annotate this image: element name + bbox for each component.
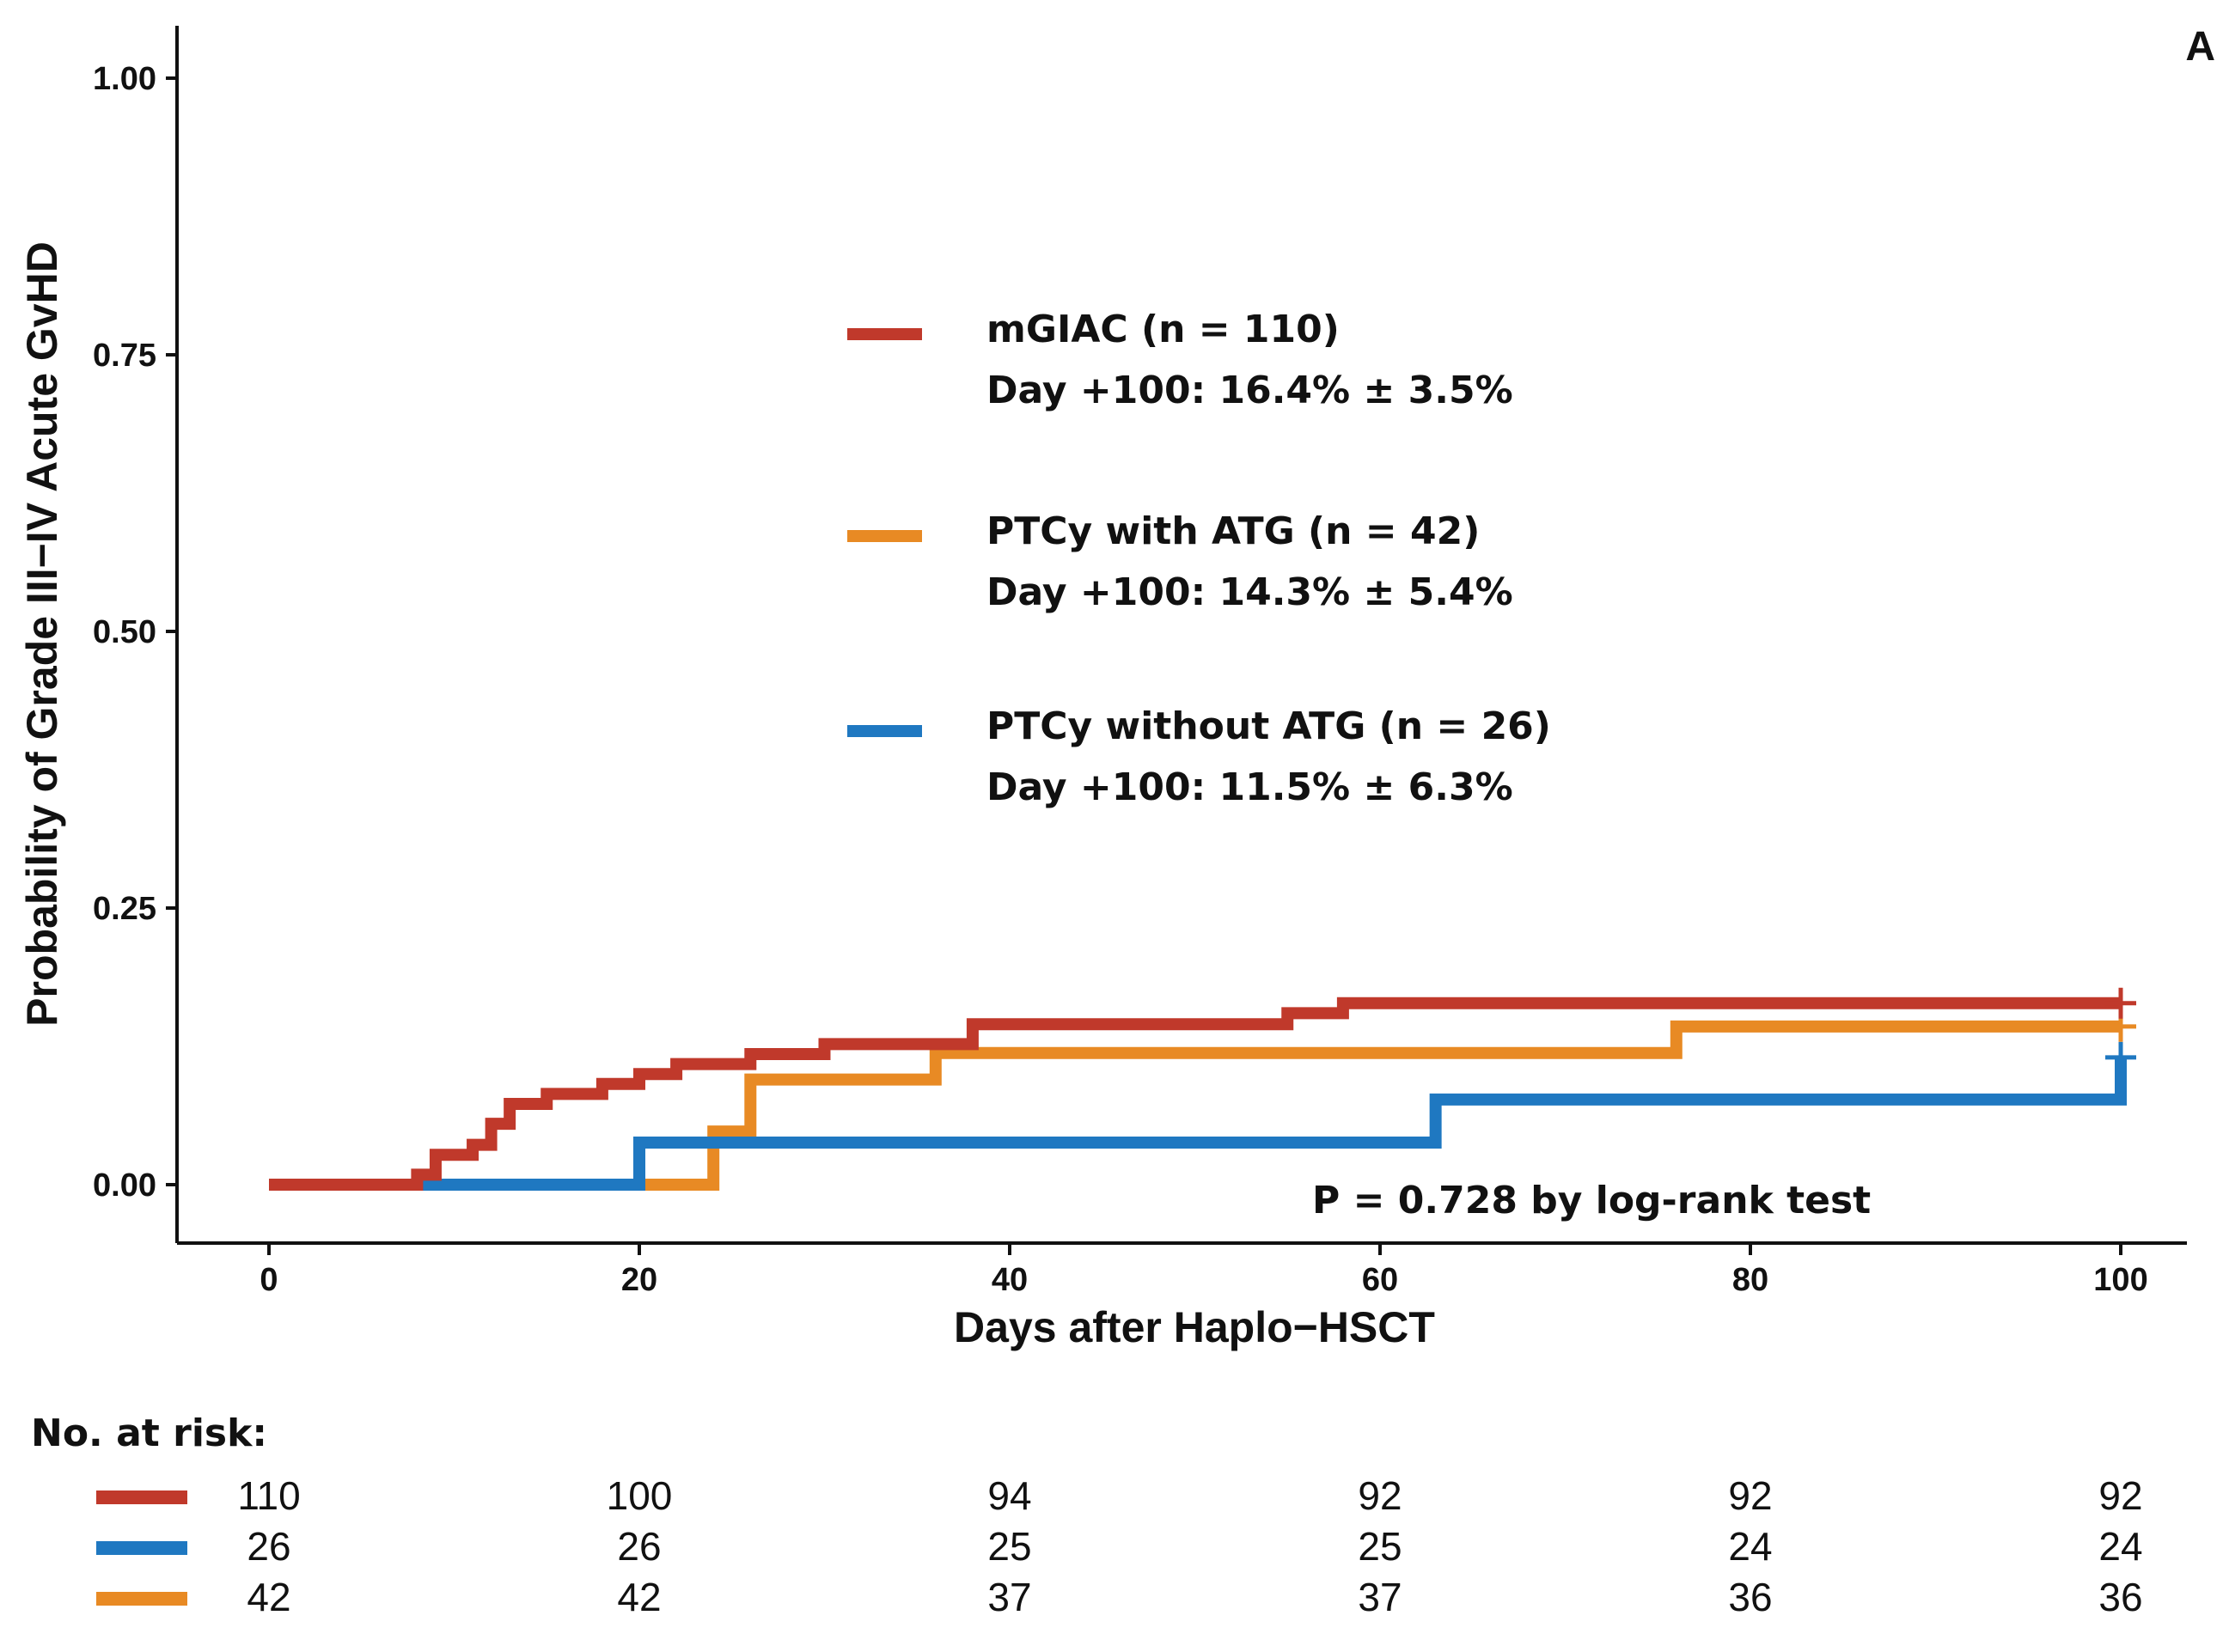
legend-label: PTCy without ATG (n = 26) <box>986 704 1551 748</box>
series-line <box>269 1020 2121 1191</box>
x-ticks: 0 20 40 60 80 100 <box>260 1243 2148 1298</box>
series-line <box>269 1057 2127 1191</box>
risk-count: 92 <box>1728 1473 1772 1518</box>
x-tick-label: 100 <box>2093 1262 2147 1298</box>
risk-count: 37 <box>1358 1575 1402 1619</box>
legend-label: PTCy with ATG (n = 42) <box>986 509 1480 553</box>
series-line <box>269 997 2121 1191</box>
risk-count: 25 <box>987 1524 1031 1569</box>
risk-count: 24 <box>2098 1524 2142 1569</box>
risk-count: 25 <box>1358 1524 1402 1569</box>
legend-label: mGIAC (n = 110) <box>986 308 1340 351</box>
panel-label: A <box>2185 24 2215 70</box>
y-ticks: 0.00 0.25 0.50 0.75 1.00 <box>93 61 177 1204</box>
risk-count: 42 <box>247 1575 290 1619</box>
y-tick-label: 1.00 <box>93 61 156 97</box>
x-tick-label: 40 <box>992 1262 1028 1298</box>
legend-estimate: Day +100: 11.5% ± 6.3% <box>986 765 1513 809</box>
y-tick-label: 0.25 <box>93 891 156 927</box>
legend-estimate: Day +100: 16.4% ± 3.5% <box>986 369 1513 412</box>
y-axis-title: Probability of Grade III−IV Acute GvHD <box>18 241 66 1027</box>
risk-table: 110 100 94 92 92 92 26 26 25 25 24 24 42 42 37 37 36 36 <box>96 1473 2143 1619</box>
legend-estimate: Day +100: 14.3% ± 5.4% <box>986 570 1513 614</box>
legend: mGIAC (n = 110) Day +100: 16.4% ± 3.5% PTC… <box>847 308 1551 809</box>
p-value-annotation: P = 0.728 by log-rank test <box>1312 1179 1871 1222</box>
risk-count: 100 <box>607 1473 673 1518</box>
x-tick-label: 60 <box>1362 1262 1398 1298</box>
risk-count: 36 <box>1728 1575 1772 1619</box>
x-tick-label: 0 <box>260 1262 278 1298</box>
risk-count: 42 <box>617 1575 661 1619</box>
risk-count: 36 <box>2098 1575 2142 1619</box>
risk-table-title: No. at risk: <box>31 1411 267 1455</box>
risk-count: 24 <box>1728 1524 1772 1569</box>
risk-count: 26 <box>247 1524 290 1569</box>
risk-count: 94 <box>987 1473 1031 1518</box>
risk-count: 110 <box>237 1473 300 1518</box>
series-curves <box>269 987 2136 1191</box>
risk-count: 26 <box>617 1524 661 1569</box>
y-tick-label: 0.00 <box>93 1167 156 1204</box>
y-tick-label: 0.75 <box>93 338 156 374</box>
x-tick-label: 80 <box>1732 1262 1768 1298</box>
risk-count: 92 <box>1358 1473 1402 1518</box>
y-tick-label: 0.50 <box>93 614 156 650</box>
risk-count: 92 <box>2098 1473 2142 1518</box>
x-axis-title: Days after Haplo−HSCT <box>954 1303 1435 1351</box>
risk-count: 37 <box>987 1575 1031 1619</box>
x-tick-label: 20 <box>621 1262 657 1298</box>
